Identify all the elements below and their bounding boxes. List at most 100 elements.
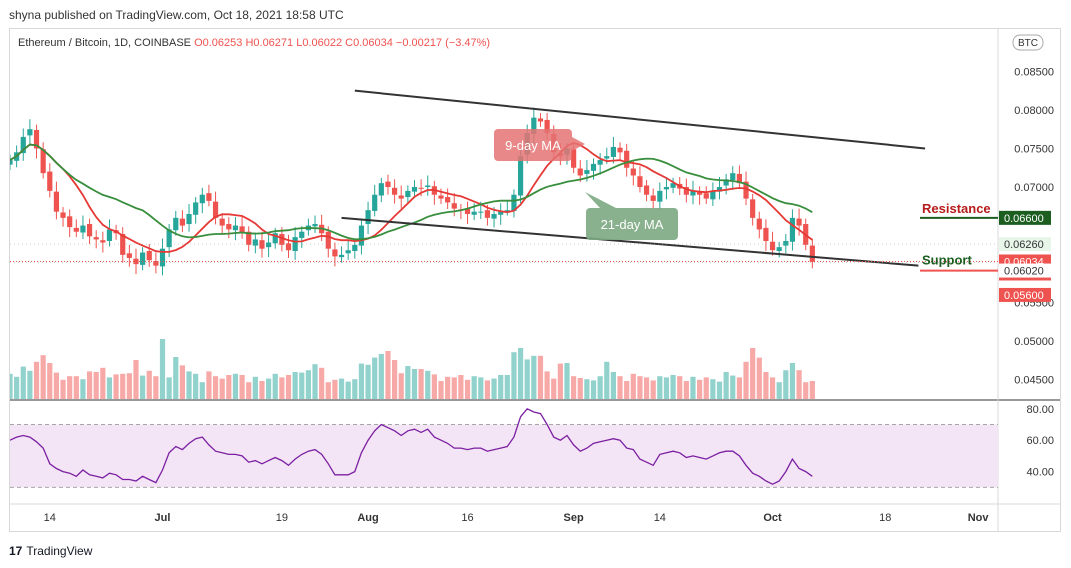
candle-body[interactable] (219, 218, 225, 226)
candle-body[interactable] (279, 234, 285, 245)
candle-body[interactable] (166, 229, 172, 248)
candle-body[interactable] (53, 191, 60, 212)
candle-body[interactable] (272, 233, 278, 244)
candle-body[interactable] (67, 216, 73, 228)
candle-body[interactable] (730, 173, 736, 181)
candle-body[interactable] (663, 187, 670, 190)
candle-body[interactable] (153, 261, 159, 266)
candle-body[interactable] (20, 136, 26, 154)
candle-body[interactable] (418, 187, 424, 189)
candle-body[interactable] (610, 146, 617, 157)
tradingview-brand[interactable]: TradingView (26, 544, 93, 558)
candle-body[interactable] (756, 218, 762, 230)
candle-body[interactable] (597, 160, 603, 165)
candle-body[interactable] (93, 237, 99, 240)
candle-body[interactable] (299, 231, 305, 238)
candle-body[interactable] (517, 156, 524, 196)
candle-body[interactable] (159, 248, 166, 267)
candle-body[interactable] (617, 147, 623, 153)
candle-body[interactable] (723, 179, 729, 186)
candle-body[interactable] (703, 193, 709, 199)
candle-body[interactable] (266, 242, 272, 248)
candle-body[interactable] (670, 183, 676, 188)
candle-body[interactable] (584, 170, 590, 174)
candle-body[interactable] (106, 229, 113, 241)
candle-body[interactable] (292, 237, 298, 251)
candle-body[interactable] (385, 181, 391, 188)
candle-body[interactable] (10, 160, 13, 165)
candle-body[interactable] (212, 201, 219, 218)
candle-body[interactable] (498, 211, 504, 215)
candle-body[interactable] (464, 208, 471, 214)
candle-body[interactable] (259, 240, 265, 249)
candle-body[interactable] (173, 217, 179, 231)
candle-body[interactable] (199, 194, 205, 204)
candle-body[interactable] (537, 118, 544, 122)
candle-body[interactable] (650, 195, 656, 201)
candle-body[interactable] (80, 225, 86, 233)
candle-body[interactable] (445, 197, 451, 203)
candle-body[interactable] (637, 176, 643, 188)
candle-body[interactable] (531, 117, 537, 134)
candle-body[interactable] (624, 150, 630, 168)
candle-body[interactable] (683, 187, 689, 195)
candle-body[interactable] (750, 199, 756, 218)
candle-body[interactable] (325, 231, 331, 249)
candle-body[interactable] (511, 194, 517, 211)
candle-body[interactable] (769, 241, 776, 251)
candle-body[interactable] (643, 185, 650, 195)
candle-body[interactable] (252, 239, 258, 246)
candle-body[interactable] (571, 149, 577, 168)
candle-body[interactable] (312, 224, 318, 227)
candle-body[interactable] (179, 218, 186, 226)
candle-body[interactable] (763, 227, 769, 241)
candle-body[interactable] (33, 129, 40, 149)
candle-body[interactable] (590, 163, 597, 171)
candle-body[interactable] (372, 194, 378, 211)
candle-body[interactable] (140, 252, 146, 265)
candle-body[interactable] (358, 225, 365, 246)
candle-body[interactable] (484, 210, 491, 218)
candle-body[interactable] (657, 190, 663, 202)
candle-body[interactable] (491, 214, 497, 219)
candle-body[interactable] (332, 249, 338, 257)
candle-body[interactable] (378, 183, 384, 196)
candle-body[interactable] (783, 240, 789, 246)
candle-body[interactable] (630, 168, 636, 176)
candle-body[interactable] (438, 195, 444, 199)
candle-body[interactable] (133, 258, 139, 265)
candle-body[interactable] (743, 181, 749, 199)
candle-body[interactable] (697, 191, 703, 195)
candle-body[interactable] (126, 253, 132, 258)
candle-body[interactable] (451, 203, 457, 209)
candle-body[interactable] (232, 225, 239, 231)
candle-body[interactable] (60, 212, 66, 218)
channel-trendline-lower[interactable] (341, 216, 919, 267)
candle-body[interactable] (716, 187, 723, 192)
candle-body[interactable] (73, 227, 79, 232)
currency-badge-bg[interactable] (1012, 34, 1044, 51)
candle-body[interactable] (193, 202, 199, 215)
channel-trendline-upper[interactable] (354, 89, 926, 150)
candle-body[interactable] (246, 231, 252, 245)
candle-body[interactable] (690, 190, 696, 196)
candle-body[interactable] (776, 247, 782, 251)
candle-body[interactable] (186, 214, 192, 225)
candle-body[interactable] (405, 190, 411, 198)
candle-body[interactable] (796, 218, 802, 226)
candle-body[interactable] (478, 211, 484, 213)
candle-body[interactable] (425, 185, 431, 188)
candle-body[interactable] (365, 210, 371, 225)
candle-body[interactable] (226, 224, 232, 230)
candle-body[interactable] (391, 187, 398, 195)
candle-body[interactable] (352, 244, 358, 251)
candle-body[interactable] (40, 149, 46, 174)
price-chart[interactable]: Ethereum / Bitcoin, 1D, COINBASE O0.0625… (10, 29, 1060, 531)
candle-body[interactable] (604, 156, 610, 159)
candle-body[interactable] (27, 129, 33, 136)
candle-body[interactable] (86, 224, 93, 237)
candle-body[interactable] (809, 245, 815, 262)
candle-body[interactable] (100, 240, 106, 243)
candle-body[interactable] (736, 173, 742, 184)
candle-body[interactable] (206, 193, 212, 201)
